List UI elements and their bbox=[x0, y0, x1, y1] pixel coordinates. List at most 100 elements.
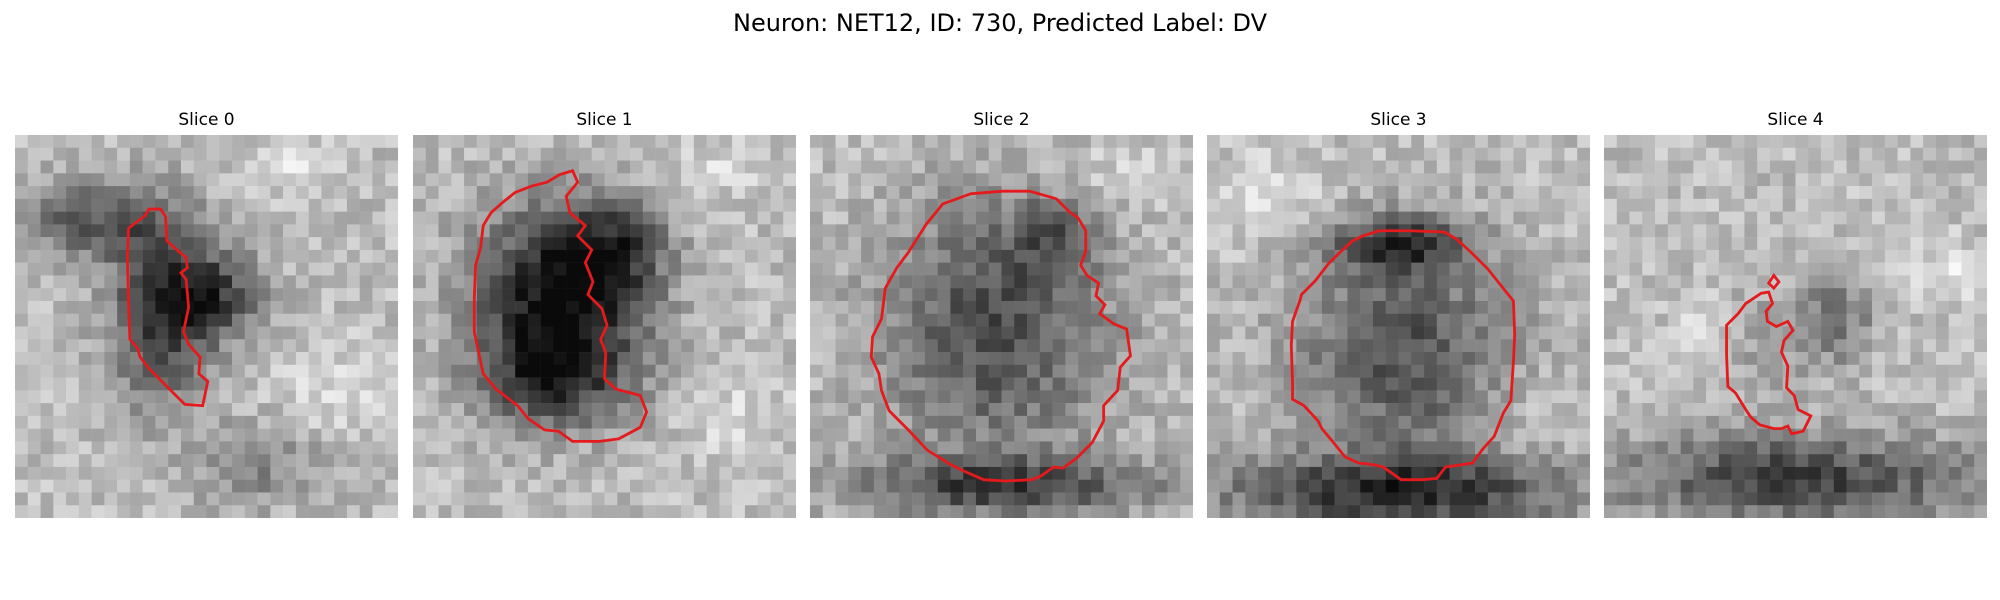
pixel bbox=[476, 505, 490, 518]
pixel bbox=[1859, 275, 1873, 289]
pixel bbox=[1270, 313, 1284, 327]
pixel bbox=[1974, 275, 1987, 289]
pixel bbox=[1859, 454, 1873, 468]
pixel bbox=[142, 224, 156, 238]
pixel bbox=[1385, 403, 1399, 417]
pixel bbox=[1090, 352, 1104, 366]
pixel bbox=[1808, 313, 1822, 327]
pixel bbox=[1846, 390, 1860, 404]
pixel bbox=[1334, 288, 1348, 302]
pixel bbox=[168, 403, 182, 417]
pixel bbox=[1245, 224, 1259, 238]
pixel bbox=[1309, 198, 1323, 212]
pixel bbox=[1782, 505, 1796, 518]
pixel bbox=[1347, 339, 1361, 353]
pixel bbox=[1321, 364, 1335, 378]
pixel bbox=[117, 364, 131, 378]
pixel bbox=[385, 224, 398, 238]
pixel bbox=[873, 224, 887, 238]
pixel bbox=[540, 454, 554, 468]
pixel bbox=[822, 300, 836, 314]
pixel bbox=[1500, 428, 1514, 442]
pixel bbox=[40, 454, 54, 468]
pixel bbox=[283, 249, 297, 263]
pixel bbox=[1897, 377, 1911, 391]
pixel bbox=[1795, 224, 1809, 238]
pixel bbox=[1347, 147, 1361, 161]
pixel bbox=[193, 300, 207, 314]
pixel bbox=[1411, 466, 1425, 480]
pixel bbox=[1718, 466, 1732, 480]
pixel bbox=[1462, 339, 1476, 353]
pixel bbox=[1693, 288, 1707, 302]
pixel bbox=[744, 390, 758, 404]
pixel bbox=[53, 288, 67, 302]
pixel bbox=[232, 313, 246, 327]
pixel bbox=[1757, 326, 1771, 340]
pixel bbox=[1154, 249, 1168, 263]
pixel bbox=[270, 403, 284, 417]
pixel bbox=[1078, 479, 1092, 493]
pixel bbox=[206, 249, 220, 263]
pixel bbox=[1347, 377, 1361, 391]
pixel bbox=[464, 339, 478, 353]
pixel bbox=[489, 237, 503, 251]
pixel bbox=[1769, 160, 1783, 174]
pixel bbox=[1706, 198, 1720, 212]
pixel bbox=[886, 300, 900, 314]
pixel bbox=[1642, 173, 1656, 187]
pixel bbox=[937, 492, 951, 506]
pixel bbox=[78, 147, 92, 161]
pixel bbox=[1078, 428, 1092, 442]
pixel bbox=[321, 364, 335, 378]
pixel bbox=[1846, 186, 1860, 200]
pixel bbox=[1655, 186, 1669, 200]
pixel bbox=[334, 288, 348, 302]
pixel bbox=[1039, 492, 1053, 506]
pixel bbox=[1116, 135, 1130, 149]
pixel bbox=[1872, 249, 1886, 263]
pixel bbox=[1424, 479, 1438, 493]
pixel bbox=[848, 390, 862, 404]
pixel bbox=[295, 326, 309, 340]
pixel bbox=[1039, 403, 1053, 417]
pixel bbox=[1795, 339, 1809, 353]
pixel bbox=[1475, 211, 1489, 225]
pixel bbox=[1604, 211, 1618, 225]
pixel bbox=[1538, 415, 1552, 429]
pixel bbox=[1604, 326, 1618, 340]
pixel bbox=[1577, 326, 1590, 340]
pixel bbox=[1782, 211, 1796, 225]
pixel bbox=[489, 441, 503, 455]
pixel bbox=[1398, 466, 1412, 480]
pixel bbox=[975, 135, 989, 149]
pixel bbox=[1398, 403, 1412, 417]
pixel bbox=[283, 237, 297, 251]
pixel bbox=[1027, 428, 1041, 442]
pixel bbox=[451, 492, 465, 506]
pixel bbox=[1769, 390, 1783, 404]
pixel bbox=[1219, 288, 1233, 302]
pixel bbox=[1910, 364, 1924, 378]
pixel bbox=[937, 173, 951, 187]
pixel bbox=[1693, 211, 1707, 225]
pixel bbox=[1180, 403, 1193, 417]
pixel bbox=[642, 415, 656, 429]
pixel bbox=[655, 505, 669, 518]
pixel bbox=[1859, 135, 1873, 149]
pixel bbox=[385, 313, 398, 327]
pixel bbox=[1167, 352, 1181, 366]
pixel bbox=[27, 135, 41, 149]
pixel bbox=[257, 160, 271, 174]
pixel bbox=[642, 211, 656, 225]
pixel bbox=[1500, 160, 1514, 174]
pixel bbox=[668, 300, 682, 314]
pixel bbox=[1782, 441, 1796, 455]
pixel bbox=[553, 326, 567, 340]
pixel bbox=[591, 352, 605, 366]
microscopy-pixels-4 bbox=[1604, 135, 1987, 518]
pixel bbox=[963, 160, 977, 174]
pixel bbox=[1833, 147, 1847, 161]
pixel bbox=[1833, 135, 1847, 149]
pixel bbox=[1398, 313, 1412, 327]
